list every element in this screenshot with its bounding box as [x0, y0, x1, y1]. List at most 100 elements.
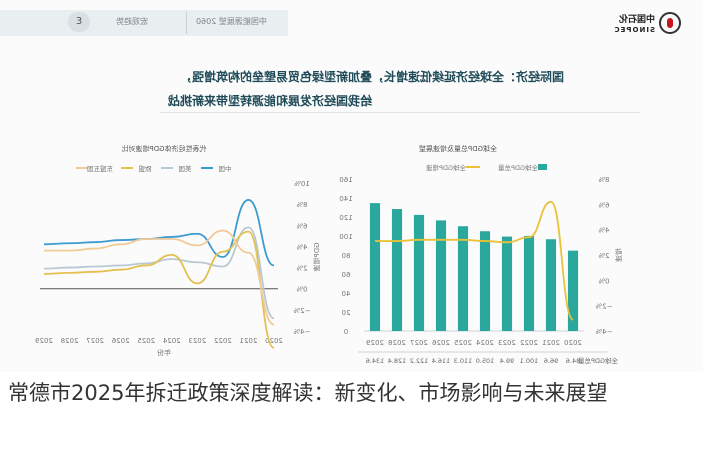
gdp-bar [457, 226, 469, 331]
report-headline-line1: 国际经济：全球经济延续低速增长，叠加新型绿色贸易壁垒的构筑增强， [180, 70, 565, 84]
report-headline-line2: 给我国经济发展和能源转型带来新挑战 [168, 94, 373, 108]
x-tick-label: 2024 [162, 337, 180, 345]
x-tick-label: 2028 [61, 337, 79, 345]
gdp-bar [413, 214, 425, 331]
gdp-bar [479, 231, 491, 331]
y-tick-label-right: 80 [342, 252, 351, 260]
gdp-bar [545, 239, 557, 331]
legend-label: 全球GDP总量 [498, 163, 538, 172]
x-tick-label: 2021 [542, 339, 560, 347]
y-tick-label-right: 100 [339, 233, 352, 241]
x-tick-label: 2027 [410, 339, 428, 347]
y-tick-label-right: 120 [339, 214, 352, 222]
y-tick-label-left: −2% [595, 303, 612, 311]
y-tick-label: 4% [296, 243, 307, 251]
x-tick-label: 2026 [111, 337, 129, 345]
x-tick-label: 2022 [214, 337, 232, 345]
y-tick-label-left: 2% [598, 252, 609, 260]
chart-title: 全球GDP总量及增速展望 [419, 144, 497, 153]
legend-label: 美国 [179, 164, 192, 173]
table-cell: 134.6 [366, 357, 385, 365]
x-tick-label: 2025 [454, 339, 472, 347]
logo-chinese-name: 中国石化 [618, 15, 655, 25]
x-tick-label: 2029 [366, 339, 384, 347]
series-line [43, 229, 275, 326]
table-cell: 110.3 [454, 357, 473, 365]
y-tick-label: −4% [293, 328, 310, 336]
page-number-badge: 3 [68, 12, 90, 32]
article-title: 常德市2025年拆迁政策深度解读：新变化、市场影响与未来展望 [8, 381, 608, 405]
series-line [43, 199, 275, 267]
y-axis-label: GDP增速 [312, 242, 321, 271]
growth-line [375, 200, 574, 321]
legend-label: 中国 [219, 164, 232, 173]
y-tick-label: 8% [296, 201, 307, 209]
x-tick-label: 2024 [476, 339, 494, 347]
x-tick-label: 2023 [498, 339, 516, 347]
table-row-label: 全球GDP总量 [578, 356, 618, 365]
legend-label: 全球GDP增速 [426, 163, 466, 172]
header-tab-divider [186, 12, 187, 34]
table-cell: 99.4 [500, 357, 514, 365]
gdp-bar [369, 203, 381, 331]
y-tick-label: 10% [294, 180, 310, 188]
y-tick-label-right: 160 [339, 176, 352, 184]
gdp-bar [391, 209, 403, 331]
legend-label: 东盟五国 [87, 164, 113, 173]
header-tab-right: 宏观趋势 [116, 17, 148, 26]
series-line [43, 226, 275, 320]
y-tick-label-right: 0 [344, 328, 348, 336]
table-cell: 128.4 [388, 357, 407, 365]
x-tick-label: 2021 [240, 337, 258, 345]
gdp-bar [523, 235, 535, 331]
header-tab-left: 中国能源展望 2060 [196, 17, 267, 26]
x-tick-label: 2026 [432, 339, 450, 347]
y-tick-label-left: 8% [598, 176, 609, 184]
y-tick-label-right: 60 [342, 271, 351, 279]
gdp-bar [435, 220, 447, 331]
y-tick-label: 0% [296, 286, 307, 294]
legend-label: 欧盟 [138, 164, 152, 173]
y-tick-label-right: 20 [342, 309, 351, 317]
x-tick-label: 2020 [265, 337, 283, 345]
chart-legend: 全球GDP总量 全球GDP增速 [426, 163, 547, 172]
table-cell: 96.6 [544, 357, 558, 365]
table-cell: 105.0 [476, 357, 495, 365]
y-axis-label-left: 增速 [614, 248, 623, 262]
chart-legend: 中国 美国 欧盟 东盟五国 [76, 164, 232, 173]
y-axis-label-right: 全球GDP总量（万亿美元） [338, 216, 339, 295]
sinopec-emblem-icon [659, 12, 681, 34]
x-tick-label: 2029 [35, 337, 53, 345]
table-cell: 100.1 [520, 357, 539, 365]
gdp-bar [501, 236, 513, 331]
table-cell: 116.4 [432, 357, 451, 365]
y-tick-label-right: 40 [342, 290, 351, 298]
sinopec-logo: 中国石化 SINOPEC [589, 8, 685, 42]
x-tick-label: 2028 [388, 339, 406, 347]
table-cell: 84.6 [566, 357, 580, 365]
y-tick-label: 2% [296, 265, 307, 273]
y-tick-label-left: −4% [595, 328, 612, 336]
legend-swatch-bars [538, 164, 547, 170]
x-tick-label: 2020 [564, 339, 582, 347]
x-tick-label: 2027 [86, 337, 104, 345]
y-tick-label: −2% [293, 307, 310, 315]
x-tick-label: 2022 [520, 339, 538, 347]
x-tick-label: 2025 [137, 337, 155, 345]
table-cell: 122.2 [410, 357, 429, 365]
report-page-image: 3 中国能源展望 2060 宏观趋势 中国石化 SINOPEC 国际经济：全球经… [0, 0, 703, 372]
headline-divider [160, 112, 640, 113]
y-tick-label-left: 4% [598, 227, 609, 235]
y-tick-label-right: 140 [339, 195, 352, 203]
y-tick-label-left: 6% [598, 201, 609, 209]
y-tick-label: 6% [296, 222, 307, 230]
series-line [43, 230, 275, 349]
x-tick-label: 2023 [188, 337, 206, 345]
logo-english-name: SINOPEC [613, 26, 655, 34]
gdp-bar [567, 250, 579, 331]
x-axis-label: 年份 [157, 348, 171, 357]
chart-title: 代表性经济体GDP增速对比 [121, 144, 206, 153]
report-header-bar [0, 10, 288, 36]
